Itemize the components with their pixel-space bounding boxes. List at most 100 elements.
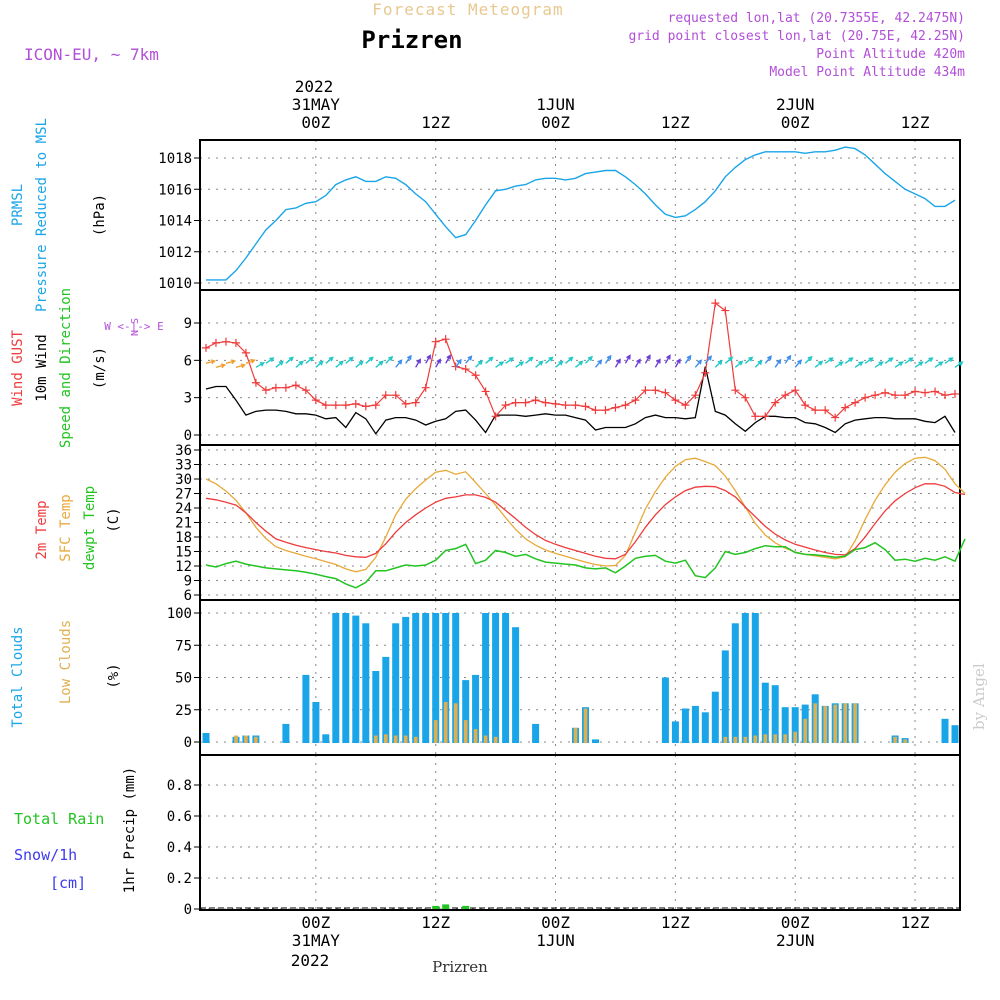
total-cloud-bar — [701, 712, 709, 743]
low-cloud-bar — [893, 736, 897, 743]
top-year: 2022 — [295, 77, 334, 96]
time-hour-bottom: 00Z — [541, 913, 570, 932]
gust-marker — [571, 401, 580, 410]
gust-marker — [911, 387, 920, 396]
wind-direction-arrow — [784, 354, 792, 364]
wind-direction-arrow — [255, 362, 265, 368]
wind-direction-arrow — [744, 356, 754, 364]
wind-direction-arrow — [585, 355, 593, 364]
low-cloud-bar — [813, 703, 817, 743]
y-tick-label: 0 — [184, 902, 192, 918]
total-cloud-bar — [532, 723, 540, 743]
y-tick-label: 33 — [175, 458, 192, 474]
wind-direction-arrow — [804, 355, 813, 364]
total-cloud-bar — [741, 613, 749, 743]
gust-label: Wind GUST — [10, 330, 26, 406]
gust-marker — [221, 337, 230, 346]
wind-direction-arrow — [774, 358, 782, 368]
total-cloud-bar — [462, 680, 470, 743]
total-cloud-bar — [681, 708, 689, 743]
gust-marker — [611, 403, 620, 412]
total-cloud-bar — [751, 613, 759, 743]
wind-direction-arrow — [405, 354, 412, 364]
gust-marker — [641, 386, 650, 395]
gust-marker — [741, 393, 750, 402]
gust-marker — [751, 412, 760, 421]
wind-direction-arrow — [684, 354, 692, 364]
gust-marker — [251, 378, 260, 387]
time-hour-top: 12Z — [661, 113, 690, 132]
gust-marker — [231, 338, 240, 347]
time-hour-bottom: 12Z — [661, 913, 690, 932]
total-cloud-bar — [941, 718, 949, 743]
wind-direction-arrow — [904, 357, 914, 364]
low-cloud-bar — [483, 735, 488, 743]
rain-label: Total Rain — [14, 810, 104, 828]
total-cloud-bar — [202, 733, 210, 743]
low-cloud-bar — [384, 734, 388, 743]
total-cloud-bar — [512, 627, 520, 743]
gust-marker — [241, 348, 250, 357]
gust-marker — [551, 399, 560, 408]
snow-unit: [cm] — [50, 874, 86, 892]
wind-direction-arrow — [764, 355, 772, 364]
gust-marker — [931, 387, 940, 396]
y-tick-label: 21 — [175, 516, 192, 532]
y-tick-label: 30 — [175, 472, 192, 488]
wind-direction-arrow — [245, 358, 256, 364]
rain-bar — [442, 904, 450, 909]
gust-marker — [821, 406, 830, 415]
info-line-4: Model Point Altitude 434m — [769, 65, 965, 80]
gust-marker — [561, 401, 570, 410]
total-cloud-bar — [761, 682, 769, 743]
y-tick-label: 0.8 — [167, 778, 192, 794]
low-cloud-bar — [763, 734, 768, 743]
low-cloud-bar — [403, 735, 408, 743]
gust-marker — [871, 391, 880, 400]
rain-bar — [462, 905, 470, 909]
snow-label: Snow/1h — [14, 846, 77, 864]
wind-direction-arrow — [275, 360, 284, 368]
total-cloud-bar — [472, 674, 480, 743]
time-date-bottom: 2JUN — [776, 931, 815, 950]
wind-direction-arrow — [924, 357, 934, 364]
low-cloud-bar — [493, 736, 498, 743]
gust-marker — [771, 398, 780, 407]
dew-label: dewpt Temp — [82, 486, 98, 570]
total-cloud-bar — [442, 613, 450, 743]
low-cloud-bar — [843, 703, 847, 743]
total-cloud-bar — [492, 613, 500, 743]
gust-marker — [631, 396, 640, 405]
total-cloud-bar — [951, 725, 959, 743]
y-tick-label: 1018 — [158, 151, 192, 167]
wind-direction-arrow — [565, 356, 574, 364]
y-tick-label: 36 — [175, 443, 192, 459]
low-cloud-bar — [853, 703, 857, 743]
total-cloud-label: Total Clouds — [10, 626, 26, 727]
gust-marker — [321, 401, 330, 410]
low-cloud-bar — [473, 729, 478, 743]
low-cloud-bar — [743, 736, 748, 743]
wind-direction-arrow — [624, 354, 631, 364]
gust-marker — [481, 387, 490, 396]
gust-marker — [901, 391, 910, 400]
wind-direction-arrow — [634, 358, 641, 368]
compass-ns: N S — [130, 318, 141, 336]
wind-direction-arrow — [375, 360, 384, 368]
gust-marker — [941, 391, 950, 400]
y-tick-label: 1012 — [158, 245, 192, 261]
wind-direction-arrow — [285, 356, 294, 364]
wind-direction-arrow — [505, 357, 515, 364]
total-cloud-bar — [282, 723, 290, 743]
info-line-1: requested lon,lat (20.7355E, 42.2475N) — [668, 11, 965, 26]
wind-label: 10m Wind — [34, 334, 50, 401]
total-cloud-bar — [482, 613, 490, 743]
wind-direction-arrow — [864, 357, 874, 364]
low-cloud-bar — [443, 702, 448, 743]
prmsl-line — [206, 146, 956, 281]
wind-direction-arrow — [535, 360, 544, 368]
wind-direction-arrow — [355, 360, 364, 368]
y-tick-label: 24 — [175, 501, 192, 517]
total-cloud-bar — [422, 613, 430, 743]
